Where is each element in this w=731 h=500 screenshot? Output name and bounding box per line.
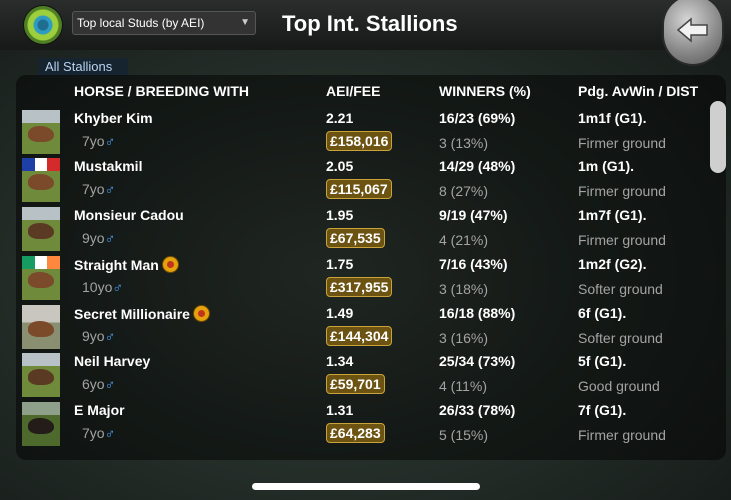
ground-preference: Softer ground [578,281,663,297]
male-symbol-icon: ♂ [104,376,116,392]
horse-age: 6yo♂ [82,376,116,392]
home-indicator[interactable] [252,483,480,490]
male-symbol-icon: ♂ [104,230,116,246]
horse-age: 7yo♂ [82,181,116,197]
male-symbol-icon: ♂ [104,425,116,441]
chevron-down-icon: ▼ [240,17,250,28]
table-row[interactable]: Mustakmil 7yo♂ 2.05 £115,067 14/29 (48%)… [16,156,706,204]
winners-sub-value: 4 (11%) [439,378,487,394]
male-symbol-icon: ♂ [104,328,116,344]
ground-preference: Firmer ground [578,232,666,248]
horse-thumbnail [22,158,60,202]
table-row[interactable]: Neil Harvey 6yo♂ 1.34 £59,701 25/34 (73%… [16,351,706,399]
top-bar: Top local Studs (by AEI) ▼ Top Int. Stal… [0,0,731,50]
winners-sub-value: 8 (27%) [439,183,489,199]
distance-value: 1m2f (G2). [578,256,647,272]
winners-sub-value: 5 (15%) [439,427,489,443]
winners-value: 25/34 (73%) [439,353,516,369]
ground-preference: Firmer ground [578,427,666,443]
aei-value: 1.95 [326,207,354,223]
back-arrow-icon [677,17,708,43]
back-button[interactable] [664,0,722,64]
award-badge-icon[interactable] [192,305,210,322]
page-title: Top Int. Stallions [282,11,458,36]
studs-filter-value: Top local Studs (by AEI) [77,16,205,30]
horse-thumbnail [22,256,60,300]
stud-fee: £67,535 [326,228,385,248]
winners-sub-value: 3 (13%) [439,135,489,151]
aei-value: 2.05 [326,158,354,174]
table-row[interactable]: Straight Man 10yo♂ 1.75 £317,955 7/16 (4… [16,254,706,302]
winners-value: 9/19 (47%) [439,207,508,223]
winners-value: 7/16 (43%) [439,256,508,272]
stud-fee: £59,701 [326,374,385,394]
horse-thumbnail [22,402,60,446]
distance-value: 1m1f (G1). [578,110,647,126]
column-header-aei-fee: AEI/FEE [326,83,381,99]
table-row[interactable]: Secret Millionaire 9yo♂ 1.49 £144,304 16… [16,303,706,351]
winners-value: 14/29 (48%) [439,158,516,174]
column-header-distance: Pdg. AvWin / DIST [578,83,699,99]
studs-filter-dropdown[interactable]: Top local Studs (by AEI) ▼ [72,11,256,35]
tab-all-stallions[interactable]: All Stallions [38,58,128,76]
horse-thumbnail [22,305,60,349]
distance-value: 5f (G1). [578,353,627,369]
distance-value: 7f (G1). [578,402,627,418]
winners-sub-value: 3 (18%) [439,281,489,297]
horse-name: Mustakmil [74,158,143,174]
aei-value: 1.75 [326,256,354,272]
column-header-winners: WINNERS (%) [439,83,531,99]
horse-age: 10yo♂ [82,279,123,295]
column-header-horse: HORSE / BREEDING WITH [74,83,250,99]
award-badge-icon[interactable] [161,256,179,273]
aei-value: 2.21 [326,110,354,126]
distance-value: 6f (G1). [578,305,627,321]
table-row[interactable]: E Major 7yo♂ 1.31 £64,283 26/33 (78%) 5 … [16,400,706,448]
france-flag-icon [22,158,60,171]
horse-name: E Major [74,402,125,418]
horse-age: 9yo♂ [82,328,116,344]
stallions-table: HORSE / BREEDING WITH AEI/FEE WINNERS (%… [16,75,726,460]
horse-thumbnail [22,207,60,251]
stud-fee: £64,283 [326,423,385,443]
ground-preference: Good ground [578,378,660,394]
horse-age: 9yo♂ [82,230,116,246]
ground-preference: Firmer ground [578,183,666,199]
male-symbol-icon: ♂ [112,279,123,295]
horse-name: Neil Harvey [74,353,151,369]
distance-value: 1m (G1). [578,158,635,174]
horse-name: Secret Millionaire [74,305,210,322]
table-row[interactable]: Khyber Kim 7yo♂ 2.21 £158,016 16/23 (69%… [16,108,706,156]
table-row[interactable]: Monsieur Cadou 9yo♂ 1.95 £67,535 9/19 (4… [16,205,706,253]
game-logo-icon[interactable] [24,6,62,44]
ground-preference: Softer ground [578,330,663,346]
winners-sub-value: 3 (16%) [439,330,489,346]
male-symbol-icon: ♂ [104,181,116,197]
aei-value: 1.31 [326,402,354,418]
horse-thumbnail [22,353,60,397]
horse-name: Khyber Kim [74,110,153,126]
stud-fee: £158,016 [326,131,393,151]
ireland-flag-icon [22,256,60,269]
winners-value: 16/23 (69%) [439,110,516,126]
distance-value: 1m7f (G1). [578,207,647,223]
scrollbar-thumb[interactable] [710,101,726,173]
horse-age: 7yo♂ [82,133,116,149]
stud-fee: £144,304 [326,326,393,346]
horse-name: Monsieur Cadou [74,207,184,223]
stud-fee: £317,955 [326,277,393,297]
winners-value: 16/18 (88%) [439,305,516,321]
winners-sub-value: 4 (21%) [439,232,489,248]
stud-fee: £115,067 [326,179,392,199]
horse-thumbnail [22,110,60,154]
male-symbol-icon: ♂ [104,133,116,149]
horse-age: 7yo♂ [82,425,116,441]
ground-preference: Firmer ground [578,135,666,151]
winners-value: 26/33 (78%) [439,402,516,418]
aei-value: 1.49 [326,305,354,321]
aei-value: 1.34 [326,353,354,369]
horse-name: Straight Man [74,256,179,273]
